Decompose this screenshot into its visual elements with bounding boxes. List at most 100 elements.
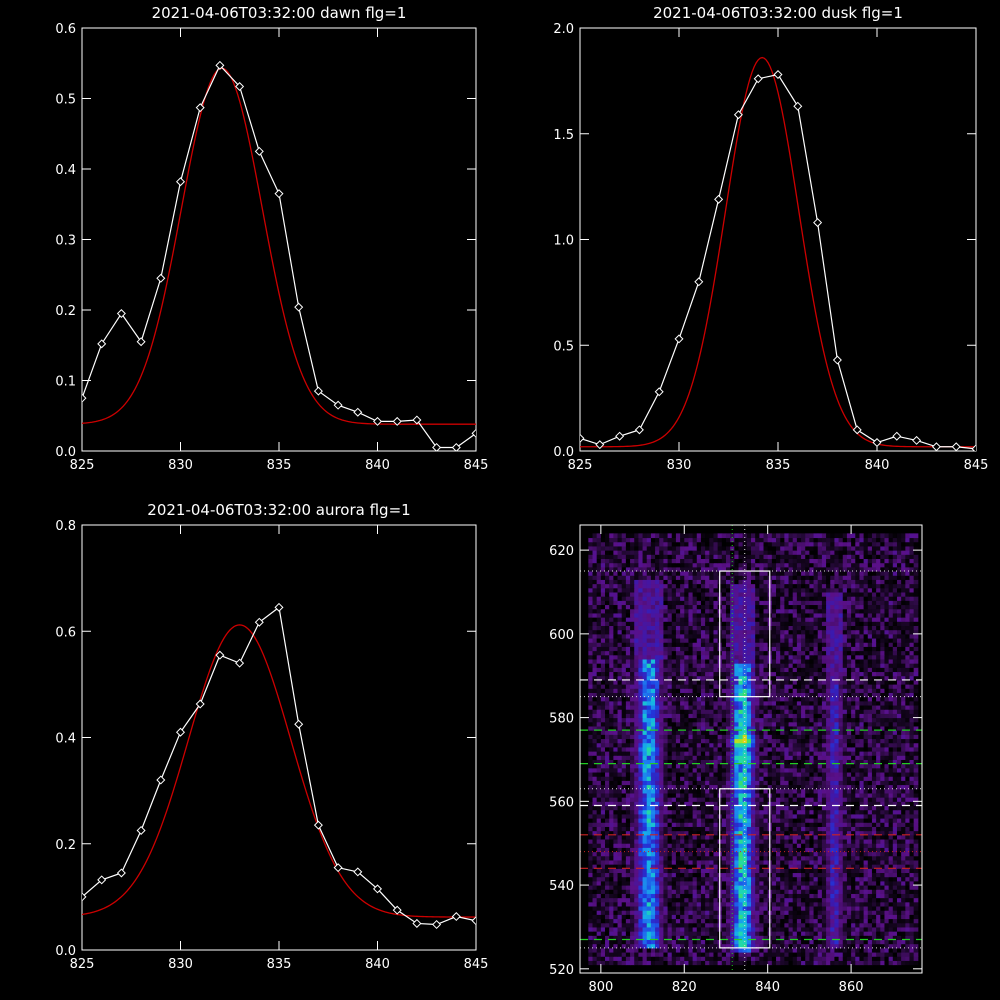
heatmap-pixel [655,742,660,748]
heatmap-pixel [625,830,631,836]
heatmap-pixel [842,725,848,731]
heatmap-pixel [705,910,710,915]
heatmap-pixel [659,813,664,819]
heatmap-pixel [634,885,639,890]
heatmap-pixel [600,818,606,823]
heatmap-pixel [675,893,681,899]
heatmap-pixel [880,809,885,815]
heatmap-pixel [863,931,869,936]
heatmap-pixel [684,839,689,844]
heatmap-pixel [709,910,714,915]
heatmap-pixel [888,763,894,769]
heatmap-pixel [671,822,677,827]
heatmap-pixel [871,943,877,949]
heatmap-pixel [913,801,919,807]
heatmap-pixel [838,738,844,744]
heatmap-pixel [684,851,689,857]
heatmap-pixel [713,839,719,844]
heatmap-pixel [609,939,614,945]
heatmap-pixel [742,734,748,740]
heatmap-pixel [855,759,860,765]
heatmap-pixel [630,717,635,723]
heatmap-pixel [896,855,902,861]
heatmap-pixel [871,788,877,794]
heatmap-pixel [792,889,798,894]
heatmap-pixel [884,935,890,941]
heatmap-pixel [776,855,781,861]
heatmap-pixel [617,767,623,773]
heatmap-pixel [796,931,802,936]
heatmap-pixel [817,897,823,903]
heatmap-pixel [746,759,752,765]
heatmap-pixel [634,839,639,844]
heatmap-pixel [721,746,727,752]
heatmap-pixel [713,876,719,882]
heatmap-pixel [746,906,752,911]
heatmap-pixel [821,872,827,878]
heatmap-pixel [650,730,656,735]
heatmap-pixel [696,784,702,790]
heatmap-pixel [905,910,910,915]
heatmap-pixel [625,788,631,794]
heatmap-pixel [780,822,785,827]
heatmap-pixel [817,751,823,756]
heatmap-pixel [771,901,777,907]
heatmap-pixel [851,784,856,790]
heatmap-pixel [650,822,656,827]
heatmap-pixel [634,742,639,748]
heatmap-pixel [596,834,602,840]
heatmap-pixel [742,872,748,878]
heatmap-pixel [696,931,702,936]
heatmap-pixel [859,906,865,911]
heatmap-pixel [725,801,731,807]
heatmap-pixel [863,713,869,719]
heatmap-pixel [738,721,744,727]
heatmap-pixel [913,834,919,840]
heatmap-pixel [859,742,865,748]
heatmap-pixel [663,780,669,786]
heatmap-pixel [684,826,689,832]
heatmap-pixel [596,788,602,794]
heatmap-pixel [592,822,598,827]
heatmap-pixel [859,734,865,740]
heatmap-pixel [655,859,660,865]
heatmap-pixel [592,784,598,790]
heatmap-pixel [801,910,806,915]
heatmap-pixel [909,851,915,857]
heatmap-pixel [884,801,890,807]
heatmap-pixel [625,851,631,857]
heatmap-pixel [884,885,890,890]
heatmap-pixel [805,742,810,748]
heatmap-pixel [834,851,840,857]
heatmap-pixel [855,893,860,899]
heatmap-pixel [767,772,773,777]
heatmap-pixel [763,876,769,882]
heatmap-pixel [613,721,619,727]
heatmap-pixel [713,730,719,735]
heatmap-pixel [755,759,760,765]
heatmap-pixel [596,818,602,823]
heatmap-pixel [796,876,802,882]
heatmap-pixel [671,755,677,760]
heatmap-pixel [705,725,710,731]
heatmap-pixel [746,776,752,781]
heatmap-pixel [730,893,735,899]
heatmap-pixel [905,721,910,727]
heatmap-pixel [851,725,856,731]
heatmap-pixel [696,746,702,752]
heatmap-pixel [863,776,869,781]
heatmap-pixel [909,801,915,807]
heatmap-pixel [830,780,835,786]
heatmap-pixel [684,805,689,811]
heatmap-pixel [826,843,831,848]
heatmap-pixel [826,738,831,744]
heatmap-pixel [617,906,623,911]
heatmap-pixel [863,889,869,894]
heatmap-pixel [655,910,660,915]
heatmap-pixel [792,956,798,961]
heatmap-pixel [671,889,677,894]
heatmap-pixel [759,830,765,836]
heatmap-pixel [867,713,873,719]
heatmap-pixel [842,818,848,823]
heatmap-pixel [680,805,685,811]
